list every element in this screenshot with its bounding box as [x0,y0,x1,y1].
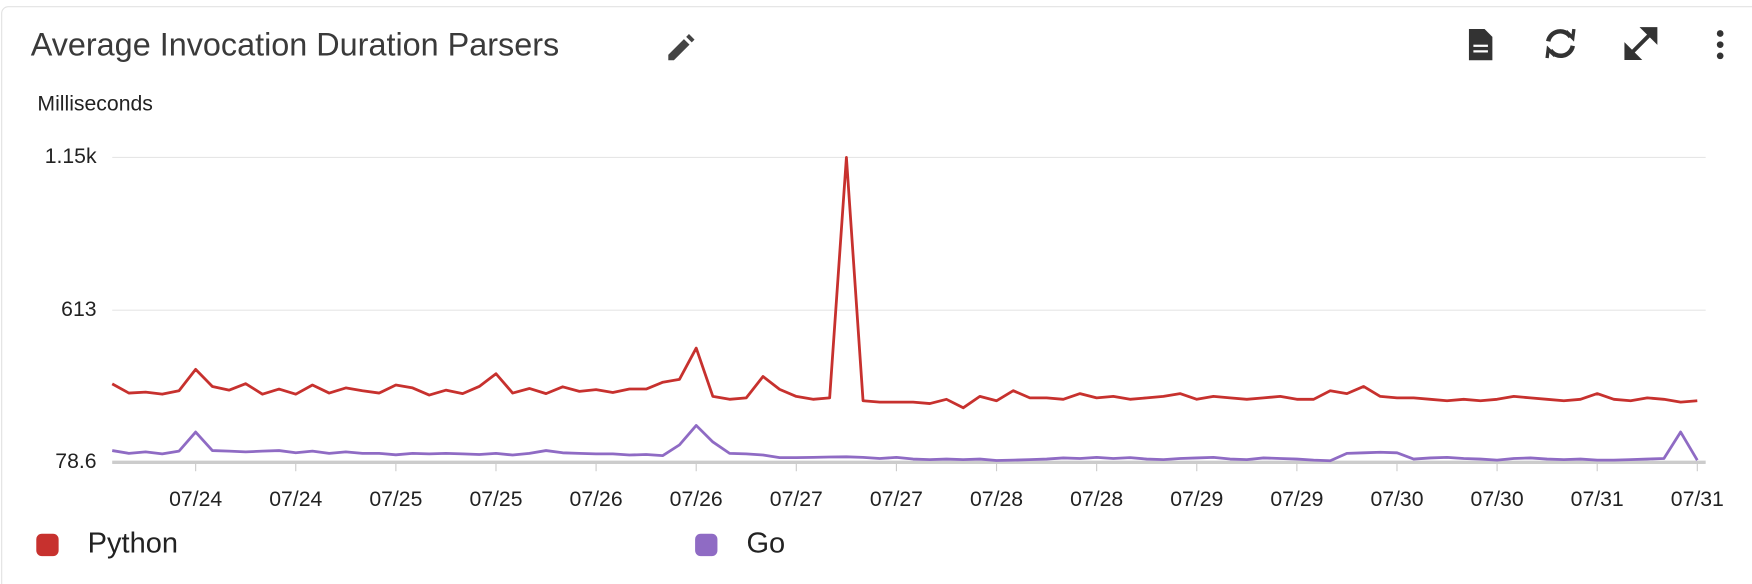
menu-icon[interactable] [1716,30,1724,60]
expand-icon[interactable] [1624,27,1658,61]
card [1,6,1752,584]
x-tick-label: 07/30 [1471,488,1524,511]
x-tick-label: 07/26 [570,488,623,511]
series-line [111,156,1698,410]
x-tick-label: 07/31 [1571,488,1624,511]
y-tick-label: 78.6 [55,450,96,473]
x-tick-label: 07/30 [1370,488,1423,511]
y-tick-label: 613 [61,298,96,321]
legend-label: Go [746,528,785,560]
x-tick-label: 07/27 [770,488,823,511]
x-tick-label: 07/28 [970,488,1023,511]
plot-area: 78.6 613 1.15k 07/24 07/24 07/25 07/25 07/26 07/… [36,145,1724,560]
legend-swatch [36,533,59,557]
x-tick-label: 07/27 [870,488,923,511]
y-axis-label: Milliseconds [37,93,152,116]
legend-label: Python [88,528,178,560]
x-tick-label: 07/29 [1170,488,1223,511]
refresh-icon[interactable] [1545,28,1576,59]
x-tick-label: 07/28 [1070,488,1123,511]
x-tick-label: 07/26 [670,488,723,511]
y-tick-label: 1.15k [45,145,97,168]
x-tick-label: 07/31 [1671,488,1724,511]
edit-icon[interactable] [668,34,695,61]
x-tick-label: 07/24 [169,488,222,511]
legend-swatch [695,533,718,557]
x-tick-label: 07/25 [369,488,422,511]
x-tick-label: 07/29 [1270,488,1323,511]
series-line [111,424,1699,463]
x-tick-label: 07/25 [469,488,522,511]
x-tick-label: 07/24 [269,488,322,511]
chart-title: Average Invocation Duration Parsers [31,26,559,62]
document-icon[interactable] [1468,29,1493,61]
